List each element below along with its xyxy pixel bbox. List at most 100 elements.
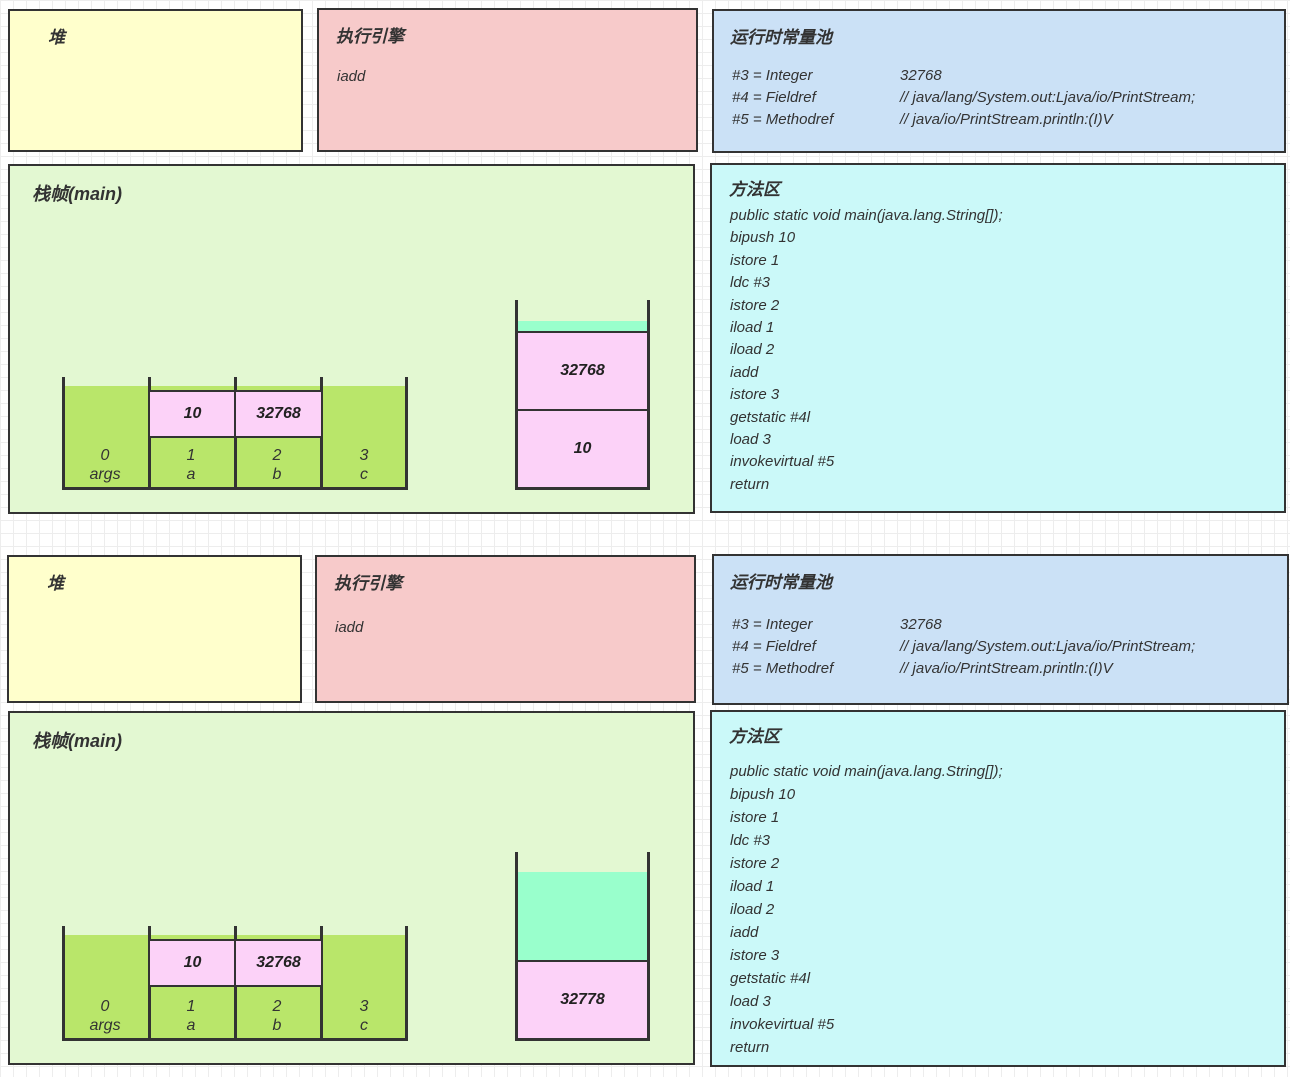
local-variable-value: 32768 bbox=[234, 939, 323, 987]
runtime-constant-pool-panel: 运行时常量池 #3 = Integer 32768 #4 = Fieldref … bbox=[712, 554, 1289, 705]
bytecode-line: invokevirtual #5 bbox=[730, 453, 835, 471]
diagram-state-1: 堆 执行引擎 iadd 运行时常量池 #3 = Integer 32768 #4… bbox=[8, 8, 1286, 514]
operand-stack-free-space bbox=[518, 872, 647, 960]
operand-stack-free-space bbox=[518, 321, 647, 331]
local-variable-value: 10 bbox=[148, 939, 237, 987]
bytecode-line: getstatic #4l bbox=[730, 970, 811, 987]
constant-pool-value: // java/lang/System.out:Ljava/io/PrintSt… bbox=[900, 638, 1196, 655]
constant-pool-index: #3 = Integer bbox=[732, 616, 813, 633]
bytecode-listing: public static void main(java.lang.String… bbox=[730, 760, 1003, 1059]
local-variable-slot: 3 c bbox=[320, 446, 408, 484]
operand-stack-wall bbox=[647, 300, 650, 490]
constant-pool-row: #4 = Fieldref // java/lang/System.out:Lj… bbox=[732, 87, 1280, 109]
slot-name: args bbox=[89, 1017, 121, 1034]
stack-frame-title: 栈帧(main) bbox=[32, 184, 122, 204]
slot-name: a bbox=[186, 466, 196, 483]
slot-index: 3 bbox=[359, 998, 369, 1015]
constant-pool-title: 运行时常量池 bbox=[730, 573, 832, 592]
constant-pool-value: 32768 bbox=[900, 67, 942, 84]
local-variable-slot: 3 c bbox=[320, 997, 408, 1035]
bytecode-line: istore 3 bbox=[730, 947, 780, 964]
runtime-constant-pool-panel: 运行时常量池 #3 = Integer 32768 #4 = Fieldref … bbox=[712, 9, 1286, 153]
local-variable-value: 32768 bbox=[234, 390, 323, 438]
operand-stack-wall bbox=[647, 852, 650, 1041]
slot-divider bbox=[405, 377, 408, 490]
slot-name: a bbox=[186, 1017, 196, 1034]
local-variable-table: 10 32768 0 args 1 a 2 b 3 c bbox=[62, 377, 408, 490]
bytecode-line: load 3 bbox=[730, 993, 771, 1010]
bytecode-line: iload 1 bbox=[730, 319, 775, 337]
local-variable-value: 10 bbox=[148, 390, 237, 438]
bytecode-line: bipush 10 bbox=[730, 786, 796, 803]
local-variable-slot: 1 a bbox=[148, 997, 234, 1035]
local-variable-slot: 0 args bbox=[62, 997, 148, 1035]
method-area-panel: 方法区 public static void main(java.lang.St… bbox=[710, 163, 1286, 513]
slot-index: 0 bbox=[100, 998, 110, 1015]
heap-panel: 堆 bbox=[7, 555, 302, 703]
local-variable-slot: 2 b bbox=[234, 997, 320, 1035]
constant-pool-value: // java/lang/System.out:Ljava/io/PrintSt… bbox=[900, 89, 1196, 106]
constant-pool-row: #5 = Methodref // java/io/PrintStream.pr… bbox=[732, 658, 1283, 680]
operand-stack-wall bbox=[515, 300, 518, 490]
slot-divider bbox=[62, 926, 65, 1041]
method-area-title: 方法区 bbox=[729, 727, 780, 746]
operand-stack-cell: 10 bbox=[518, 409, 647, 487]
slot-index: 0 bbox=[100, 447, 110, 464]
operand-stack-base bbox=[515, 487, 650, 490]
bytecode-line: iload 2 bbox=[730, 901, 775, 918]
slot-name: b bbox=[272, 1017, 282, 1034]
bytecode-line: bipush 10 bbox=[730, 229, 796, 247]
method-area-panel: 方法区 public static void main(java.lang.St… bbox=[710, 710, 1286, 1067]
bytecode-line: return bbox=[730, 1039, 770, 1056]
current-instruction: iadd bbox=[337, 68, 366, 85]
bytecode-line: iload 1 bbox=[730, 878, 775, 895]
constant-pool-row: #4 = Fieldref // java/lang/System.out:Lj… bbox=[732, 636, 1283, 658]
slot-index: 2 bbox=[272, 998, 282, 1015]
constant-pool-title: 运行时常量池 bbox=[730, 28, 832, 47]
local-variable-table-base bbox=[62, 1038, 408, 1041]
bytecode-listing: public static void main(java.lang.String… bbox=[730, 205, 1003, 496]
execution-engine-panel: 执行引擎 iadd bbox=[317, 8, 698, 152]
bytecode-line: public static void main(java.lang.String… bbox=[730, 207, 1003, 224]
constant-pool-index: #5 = Methodref bbox=[732, 111, 834, 128]
slot-name: c bbox=[360, 1017, 368, 1034]
bytecode-line: istore 2 bbox=[730, 296, 780, 314]
constant-pool-entries: #3 = Integer 32768 #4 = Fieldref // java… bbox=[732, 65, 1280, 131]
local-variable-slot: 0 args bbox=[62, 446, 148, 484]
heap-panel: 堆 bbox=[8, 9, 303, 152]
bytecode-line: iload 2 bbox=[730, 341, 775, 359]
bytecode-line: iadd bbox=[730, 924, 759, 941]
diagram-state-2: 堆 执行引擎 iadd 运行时常量池 #3 = Integer 32768 #4… bbox=[0, 547, 1290, 1077]
bytecode-line: istore 1 bbox=[730, 251, 780, 269]
constant-pool-index: #5 = Methodref bbox=[732, 660, 834, 677]
constant-pool-value: // java/io/PrintStream.println:(I)V bbox=[900, 111, 1113, 128]
bytecode-line: istore 3 bbox=[730, 386, 780, 404]
operand-stack-values: 32778 bbox=[518, 960, 647, 1038]
constant-pool-row: #5 = Methodref // java/io/PrintStream.pr… bbox=[732, 109, 1280, 131]
bytecode-line: ldc #3 bbox=[730, 274, 771, 292]
bytecode-line: invokevirtual #5 bbox=[730, 1016, 835, 1033]
execution-engine-panel: 执行引擎 iadd bbox=[315, 555, 696, 703]
constant-pool-index: #4 = Fieldref bbox=[732, 89, 816, 106]
operand-stack-wall bbox=[515, 852, 518, 1041]
execution-engine-title: 执行引擎 bbox=[334, 574, 402, 593]
heap-title: 堆 bbox=[47, 574, 64, 593]
constant-pool-entries: #3 = Integer 32768 #4 = Fieldref // java… bbox=[732, 614, 1283, 680]
constant-pool-index: #3 = Integer bbox=[732, 67, 813, 84]
stack-frame-panel: 栈帧(main) 10 32768 0 args 1 a bbox=[8, 164, 695, 514]
bytecode-line: getstatic #4l bbox=[730, 408, 811, 426]
operand-stack-values: 32768 10 bbox=[518, 331, 647, 487]
constant-pool-value: 32768 bbox=[900, 616, 942, 633]
constant-pool-row: #3 = Integer 32768 bbox=[732, 65, 1280, 87]
slot-index: 1 bbox=[186, 447, 196, 464]
bytecode-line: load 3 bbox=[730, 431, 771, 449]
operand-stack: 32778 bbox=[515, 852, 650, 1041]
constant-pool-row: #3 = Integer 32768 bbox=[732, 614, 1283, 636]
current-instruction: iadd bbox=[335, 619, 364, 636]
slot-divider bbox=[405, 926, 408, 1041]
slot-index: 1 bbox=[186, 998, 196, 1015]
slot-name: b bbox=[272, 466, 282, 483]
bytecode-line: istore 1 bbox=[730, 809, 780, 826]
operand-stack: 32768 10 bbox=[515, 300, 650, 490]
